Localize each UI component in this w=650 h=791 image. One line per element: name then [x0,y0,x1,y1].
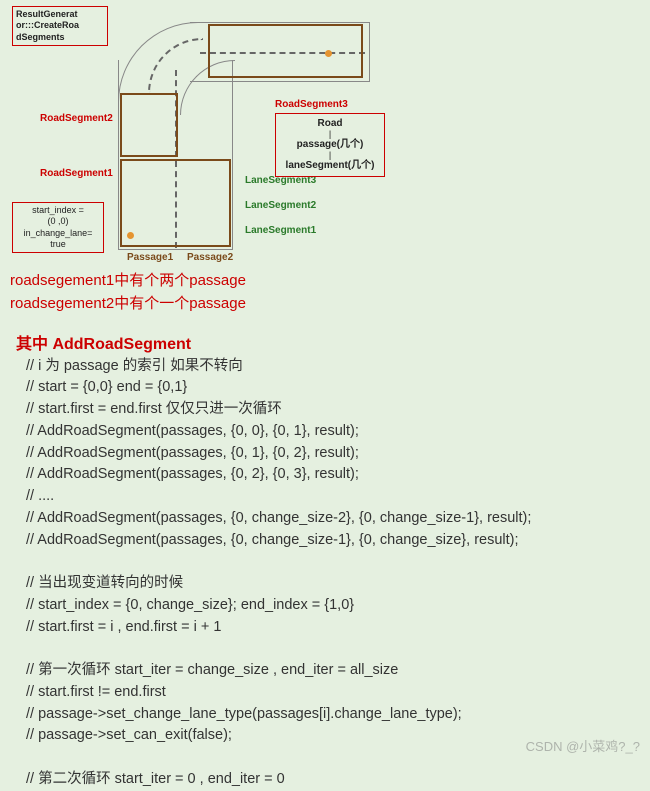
start-index-box: start_index = (0 ,0) in_change_lane= tru… [12,202,104,253]
code-line: // 当出现变道转向的时候 [26,573,650,595]
hier-lane: laneSegment(几个) [282,159,378,173]
diagram-area: ResultGenerat or:::CreateRoa dSegments R… [0,0,650,255]
code-line: // start.first = i , end.first = i + 1 [26,617,650,639]
label-ls1: LaneSegment1 [245,225,316,236]
label-rs2: RoadSegment2 [40,113,113,124]
code-line: // start.first = end.first 仅仅只进一次循环 [26,399,650,421]
segment-rs1 [120,159,231,247]
code-line: // passage->set_change_lane_type(passage… [26,704,650,726]
label-ls2: LaneSegment2 [245,200,316,211]
code-line: // AddRoadSegment(passages, {0, 1}, {0, … [26,443,650,465]
section-heading: 其中 AddRoadSegment [16,330,650,354]
code-line: // start = {0,0} end = {0,1} [26,377,650,399]
notes-block: roadsegement1中有个两个passage roadsegement2中… [0,269,650,316]
dot-vertical [127,232,134,239]
dot-horizontal [325,50,332,57]
code-line: // AddRoadSegment(passages, {0, change_s… [26,530,650,552]
note-2: roadsegement2中有个一个passage [10,292,650,315]
code-line: // .... [26,486,650,508]
code-line [26,551,650,573]
code-line: // start.first != end.first [26,682,650,704]
code-block: // i 为 passage 的索引 如果不转向 // start = {0,0… [26,356,650,791]
label-p2: Passage2 [187,252,233,263]
resultgen-box: ResultGenerat or:::CreateRoa dSegments [12,6,108,46]
code-line: // AddRoadSegment(passages, {0, 2}, {0, … [26,464,650,486]
label-rs1: RoadSegment1 [40,168,113,179]
code-line: // AddRoadSegment(passages, {0, 0}, {0, … [26,421,650,443]
segment-horizontal [208,24,363,78]
code-line: // i 为 passage 的索引 如果不转向 [26,356,650,378]
code-line [26,638,650,660]
label-p1: Passage1 [127,252,173,263]
code-line: // 第一次循环 start_iter = change_size , end_… [26,660,650,682]
watermark: CSDN @小菜鸡?_? [526,736,640,755]
label-rs3: RoadSegment3 [275,99,348,110]
code-line: // 第二次循环 start_iter = 0 , end_iter = 0 [26,769,650,791]
note-1: roadsegement1中有个两个passage [10,269,650,292]
hierarchy-box: Road | passage(几个) | laneSegment(几个) [275,113,385,177]
code-line: // start_index = {0, change_size}; end_i… [26,595,650,617]
segment-rs2 [120,93,178,157]
code-line: // AddRoadSegment(passages, {0, change_s… [26,508,650,530]
